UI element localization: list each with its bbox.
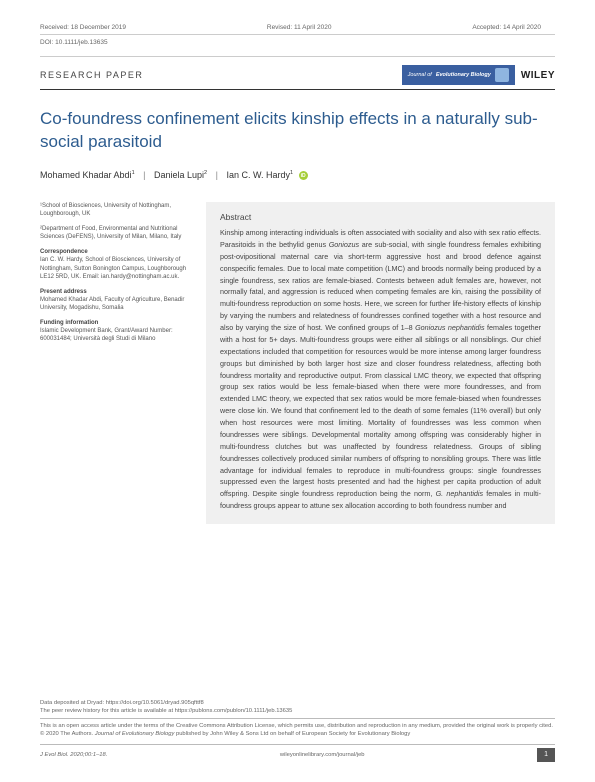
doi: DOI: 10.1111/jeb.13635 [40, 35, 555, 57]
author-list: Mohamed Khadar Abdi1 | Daniela Lupi2 | I… [40, 170, 555, 180]
paper-type: RESEARCH PAPER [40, 70, 143, 80]
author-2-affil: 2 [204, 170, 207, 176]
revised-date: Revised: 11 April 2020 [267, 24, 332, 31]
article-title: Co-foundress confinement elicits kinship… [40, 108, 555, 154]
orcid-icon[interactable] [299, 171, 308, 180]
affiliation-1: ¹School of Biosciences, University of No… [40, 202, 188, 218]
accepted-date: Accepted: 14 April 2020 [472, 24, 541, 31]
submission-dates: Received: 18 December 2019 Revised: 11 A… [40, 24, 555, 35]
correspondence-body: Ian C. W. Hardy, School of Biosciences, … [40, 257, 186, 279]
author-1-affil: 1 [132, 170, 135, 176]
present-addr-header: Present address [40, 289, 87, 295]
metadata-sidebar: ¹School of Biosciences, University of No… [40, 202, 188, 524]
journal-logo-main: Evolutionary Biology [436, 72, 491, 78]
present-addr-body: Mohamed Khadar Abdi, Faculty of Agricult… [40, 297, 184, 311]
correspondence-header: Correspondence [40, 249, 88, 255]
author-1: Mohamed Khadar Abdi [40, 170, 132, 180]
author-separator: | [143, 170, 145, 180]
author-3-affil: 1 [290, 170, 293, 176]
abstract-box: Abstract Kinship among interacting indiv… [206, 202, 555, 524]
affiliation-2: ²Department of Food, Environmental and N… [40, 225, 188, 241]
abstract-body: Kinship among interacting individuals is… [220, 227, 541, 512]
page-number: 1 [537, 748, 555, 762]
author-2: Daniela Lupi [154, 170, 204, 180]
journal-logo-prefix: Journal of [408, 72, 432, 78]
funding-body: Islamic Development Bank, Grant/Award Nu… [40, 328, 173, 342]
funding-header: Funding information [40, 320, 98, 326]
journal-logo: Journal of Evolutionary Biology [402, 65, 515, 85]
dryad-note: Data deposited at Dryad: https://doi.org… [40, 699, 555, 707]
copyright-note: © 2020 The Authors. Journal of Evolution… [40, 730, 555, 738]
author-3: Ian C. W. Hardy [226, 170, 290, 180]
citation: J Evol Biol. 2020;00:1–18. [40, 751, 107, 759]
page-footer: Data deposited at Dryad: https://doi.org… [40, 699, 555, 762]
open-access-note: This is an open access article under the… [40, 718, 555, 730]
eseb-badge-icon [495, 68, 509, 82]
author-separator: | [216, 170, 218, 180]
received-date: Received: 18 December 2019 [40, 24, 126, 31]
abstract-header: Abstract [220, 212, 541, 222]
wiley-logo: WILEY [521, 70, 555, 81]
footer-bottom-row: J Evol Biol. 2020;00:1–18. wileyonlineli… [40, 744, 555, 762]
journal-url: wileyonlinelibrary.com/journal/jeb [107, 751, 537, 759]
main-columns: ¹School of Biosciences, University of No… [40, 202, 555, 524]
publisher-logos: Journal of Evolutionary Biology WILEY [402, 65, 555, 85]
paper-type-row: RESEARCH PAPER Journal of Evolutionary B… [40, 57, 555, 90]
peer-review-note: The peer review history for this article… [40, 707, 555, 715]
